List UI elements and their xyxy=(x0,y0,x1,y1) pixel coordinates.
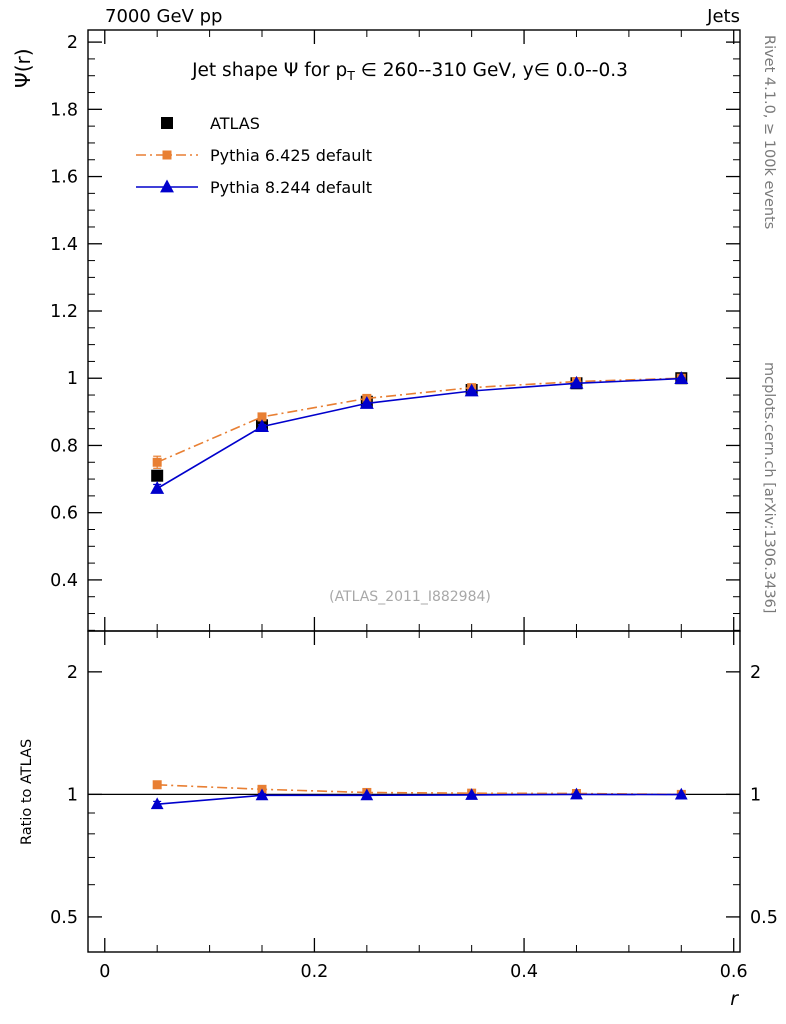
y-axis-label-ratio: Ratio to ATLAS xyxy=(19,739,35,845)
beam-energy-label: 7000 GeV pp xyxy=(105,6,222,27)
x-tick-label: 0.6 xyxy=(720,962,748,982)
chart-layer: 0 0.2 0.4 0.6 0.4 0.6 0.8 1 1.2 1.4 1.6 1.8 2 0.5 0.5 1… xyxy=(50,29,778,982)
analysis-id-watermark: (ATLAS_2011_I882984) xyxy=(329,589,491,605)
y-tick-label: 1.4 xyxy=(50,235,78,255)
data-point-square xyxy=(257,412,267,422)
legend-label-pythia6: Pythia 6.425 default xyxy=(210,146,372,165)
y-tick-label: 0.8 xyxy=(50,436,78,456)
legend-swatches xyxy=(136,117,198,193)
series-pythia-8-244-default xyxy=(150,371,689,494)
x-tick-label: 0 xyxy=(99,962,110,982)
data-point-triangle xyxy=(674,787,688,800)
y-tick-label: 0.6 xyxy=(50,504,78,524)
data-point-triangle xyxy=(570,787,583,800)
x-tick-label: 0.4 xyxy=(510,962,538,982)
ratio-tick-label-left: 0.5 xyxy=(50,908,78,928)
x-axis-label: r xyxy=(730,988,739,1010)
data-point-triangle xyxy=(255,419,269,433)
legend-label-pythia8: Pythia 8.244 default xyxy=(210,178,372,197)
plot-title: Jet shape Ψ for pT ∈ 260--310 GeV, y∈ 0.… xyxy=(191,60,628,83)
legend-label-atlas: ATLAS xyxy=(210,114,260,133)
y-tick-label: 1.6 xyxy=(50,168,78,188)
data-point-triangle xyxy=(569,375,584,389)
title-part: Jet shape Ψ for p xyxy=(191,60,347,81)
data-point-square xyxy=(152,780,162,790)
series-atlas xyxy=(151,372,688,482)
series-line xyxy=(157,784,682,796)
series-pythia-6-425-default xyxy=(152,780,686,799)
data-point-triangle xyxy=(465,788,479,800)
y-tick-label: 1.2 xyxy=(50,302,78,322)
data-point-triangle xyxy=(360,788,374,801)
ratio-tick-label-left: 2 xyxy=(67,663,78,683)
y-axis-label-main: Ψ(r) xyxy=(11,48,35,88)
series-pythia-8-244-default xyxy=(150,787,688,810)
y-tick-label: 0.4 xyxy=(50,571,78,591)
ratio-panel-frame xyxy=(87,630,741,953)
series-pythia-6-425-default xyxy=(152,373,686,469)
title-subscript: T xyxy=(346,68,355,83)
data-point-triangle xyxy=(359,396,374,409)
ratio-tick-label-right: 2 xyxy=(750,663,761,683)
data-point-triangle xyxy=(150,797,164,810)
series-line xyxy=(156,377,682,490)
data-point-square xyxy=(151,469,164,482)
data-point-square xyxy=(162,150,172,160)
data-point-triangle xyxy=(255,788,269,801)
data-point-triangle xyxy=(674,371,689,384)
y-tick-label: 2 xyxy=(67,33,78,53)
ratio-tick-label-left: 1 xyxy=(67,785,78,805)
y-tick-label: 1.8 xyxy=(50,100,78,120)
ratio-tick-label-right: 0.5 xyxy=(750,908,778,928)
series-line xyxy=(156,377,682,464)
rivet-version-note: Rivet 4.1.0, ≥ 100k events xyxy=(761,35,777,229)
mcplots-arxiv-note: mcplots.cern.ch [arXiv:1306.3436] xyxy=(761,362,777,613)
main-panel-frame xyxy=(87,29,741,632)
data-point-triangle xyxy=(150,481,165,494)
data-point-triangle xyxy=(160,179,174,193)
data-point-square xyxy=(161,117,173,129)
data-point-triangle xyxy=(464,383,479,397)
ratio-tick-label-right: 1 xyxy=(750,785,761,805)
y-tick-label: 1 xyxy=(67,369,78,389)
x-tick-label: 0.2 xyxy=(300,962,328,982)
axis-ticks xyxy=(88,30,740,952)
series-line xyxy=(157,793,682,805)
data-point-square xyxy=(152,457,162,467)
process-label: Jets xyxy=(706,6,740,27)
title-part: ∈ 260--310 GeV, y∈ 0.0--0.3 xyxy=(355,60,628,81)
